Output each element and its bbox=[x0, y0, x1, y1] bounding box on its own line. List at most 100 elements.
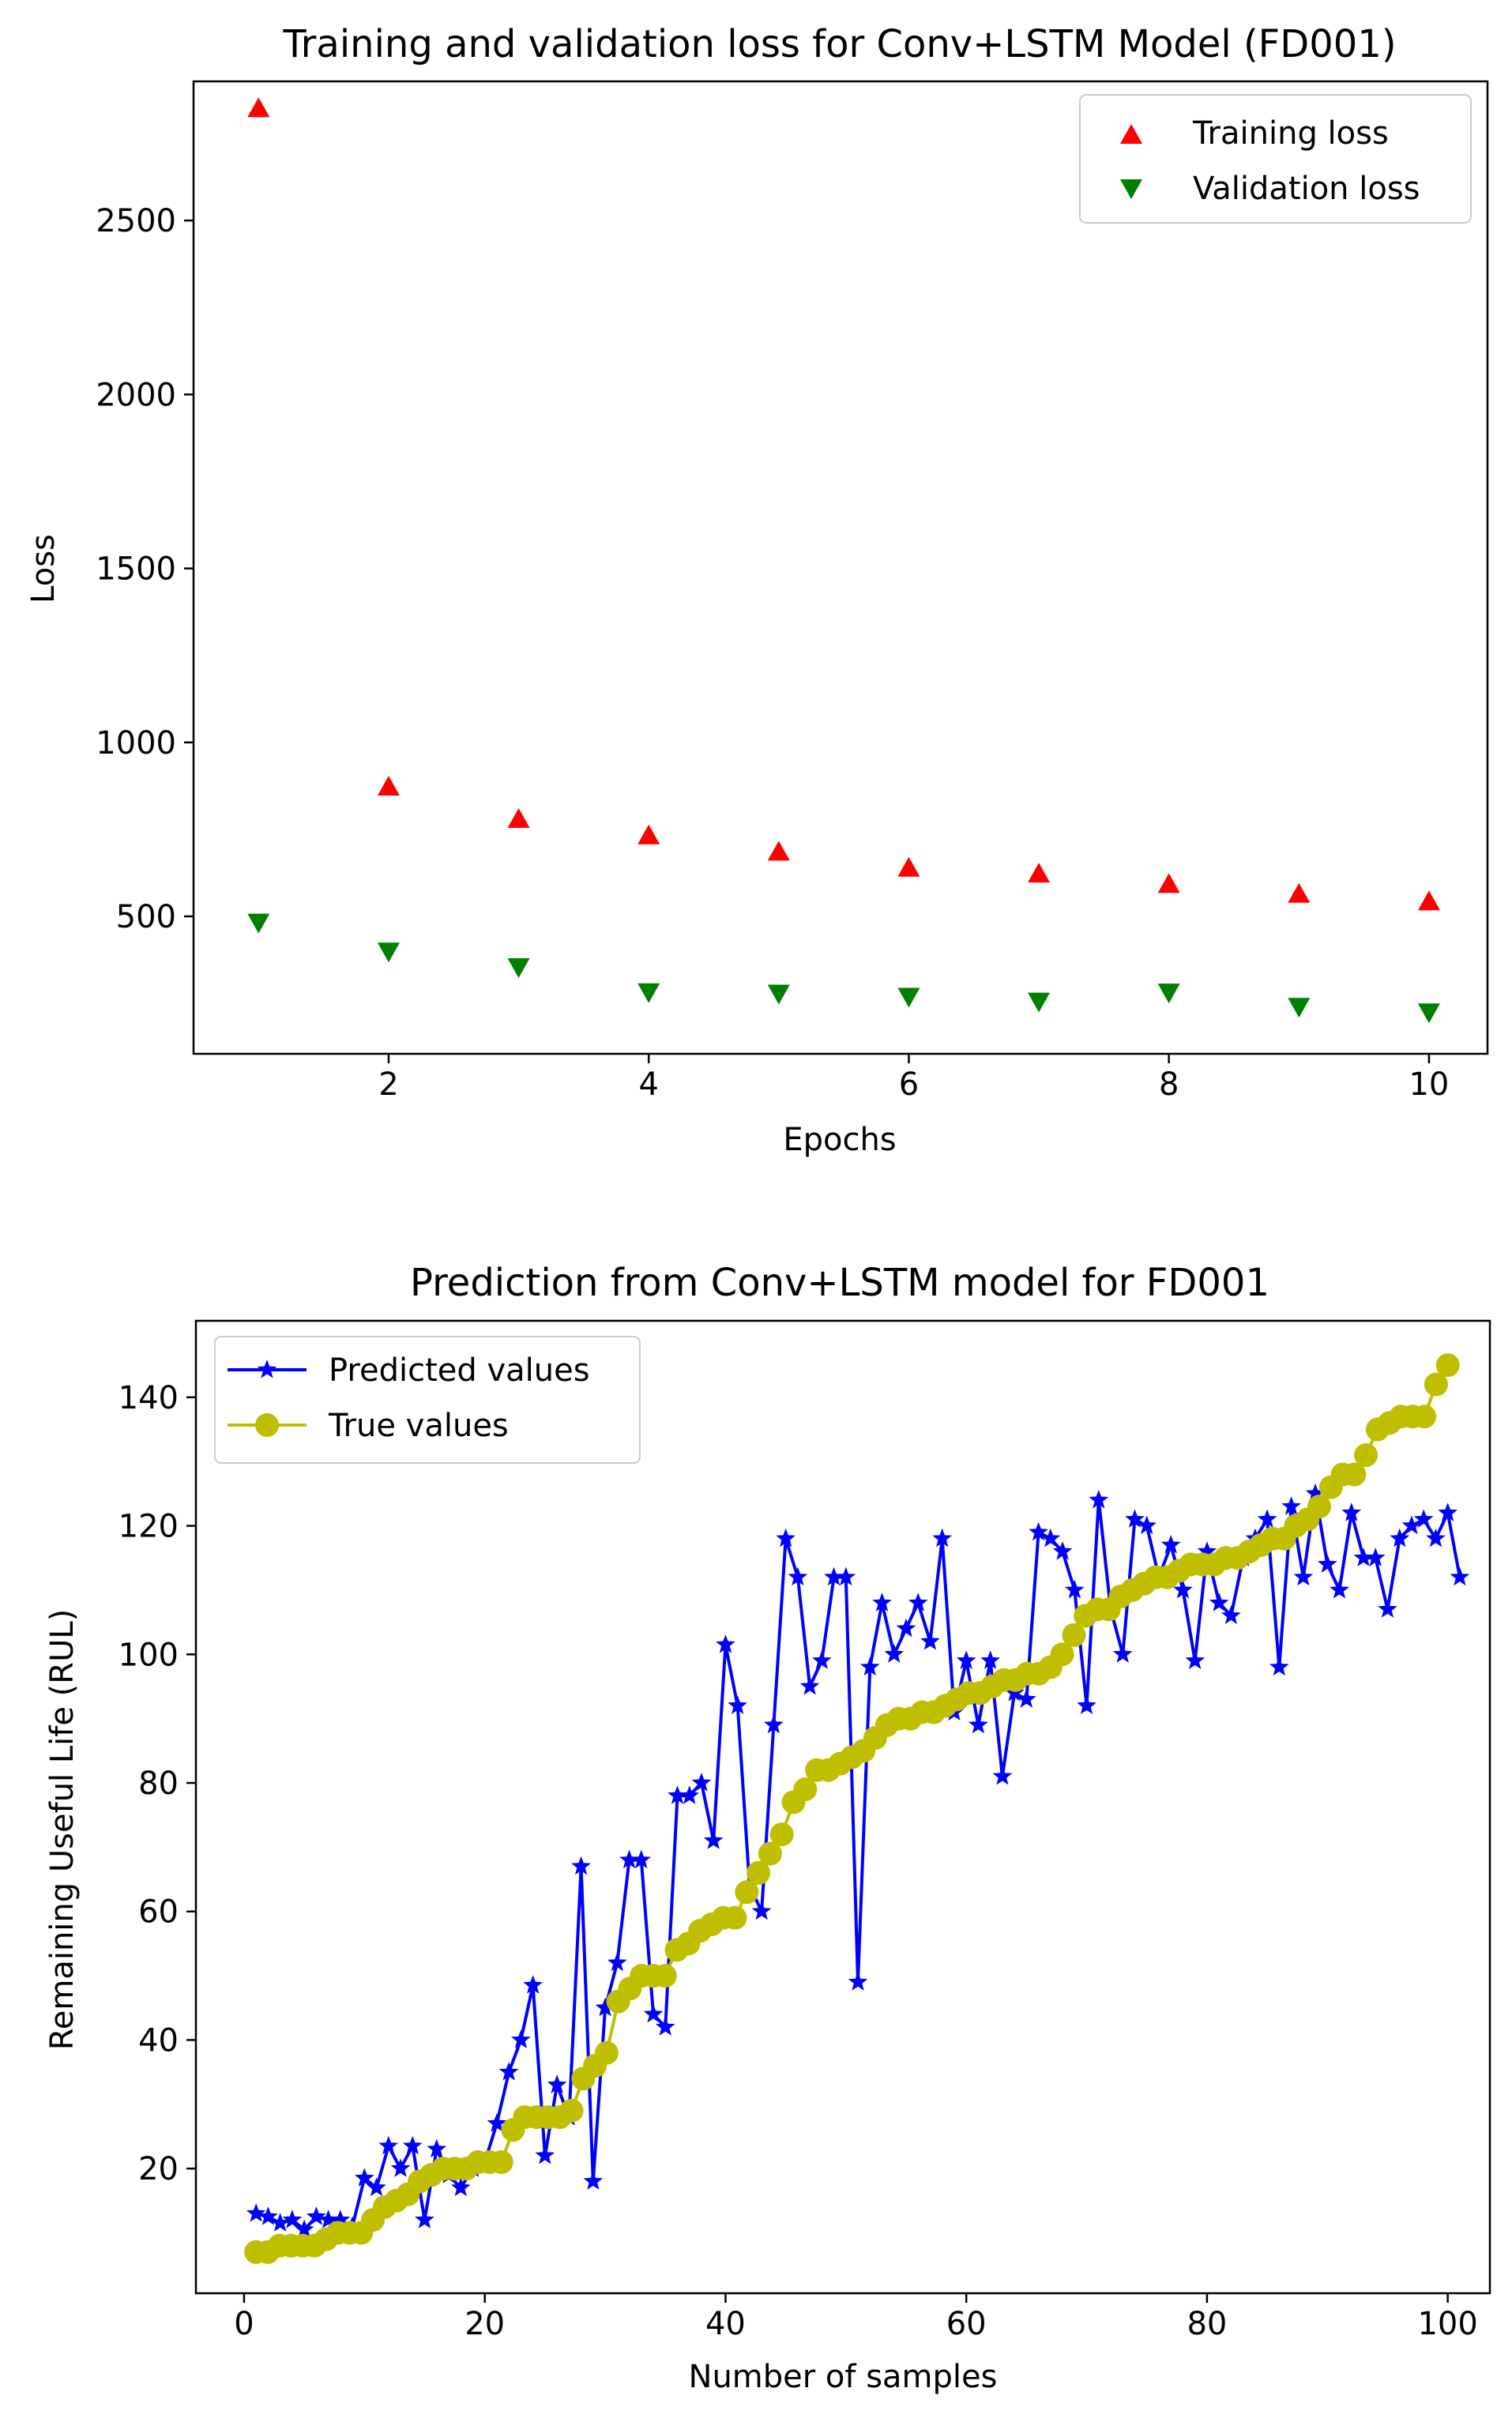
x-tick-label: 8 bbox=[1159, 1066, 1179, 1103]
x-tick-label: 80 bbox=[1187, 2306, 1227, 2342]
true-value-point bbox=[594, 2040, 619, 2065]
predicted-value-point bbox=[330, 2210, 351, 2228]
predicted-value-point bbox=[1221, 1605, 1241, 1624]
predicted-value-point bbox=[1040, 1528, 1061, 1548]
predicted-value-point bbox=[1390, 1528, 1410, 1548]
predicted-value-point bbox=[427, 2138, 447, 2158]
prediction-chart: Prediction from Conv+LSTM model for FD00… bbox=[44, 1261, 1491, 2395]
predicted-value-point bbox=[969, 1714, 988, 1734]
true-value-point bbox=[1342, 1462, 1367, 1487]
predicted-value-point bbox=[1257, 1509, 1277, 1528]
training-loss-point bbox=[897, 856, 920, 877]
predicted-value-point bbox=[1281, 1496, 1301, 1515]
predicted-value-point bbox=[1341, 1502, 1362, 1521]
y-tick-label: 40 bbox=[138, 2022, 179, 2059]
y-tick-label: 1000 bbox=[96, 725, 176, 762]
validation-loss-point bbox=[897, 987, 920, 1008]
predicted-value-point bbox=[631, 1849, 652, 1869]
validation-loss-point bbox=[638, 983, 660, 1003]
legend-label-predicted-values: Predicted values bbox=[329, 1352, 590, 1389]
prediction-chart-y-ticks: 20 40 60 80 100 120 140 bbox=[118, 1380, 196, 2187]
training-loss-point bbox=[377, 776, 400, 796]
x-tick-label: 6 bbox=[899, 1066, 919, 1103]
training-loss-point bbox=[767, 841, 790, 861]
y-tick-label: 500 bbox=[116, 899, 176, 935]
predicted-value-point bbox=[896, 1618, 916, 1638]
predicted-value-point bbox=[367, 2177, 386, 2197]
predicted-value-point bbox=[980, 1650, 1000, 1669]
predicted-value-point bbox=[583, 2171, 604, 2190]
predicted-value-point bbox=[1173, 1579, 1193, 1599]
y-tick-label: 60 bbox=[138, 1894, 179, 1931]
loss-chart-legend-box bbox=[1079, 94, 1472, 224]
predicted-value-point bbox=[728, 1695, 747, 1714]
prediction-chart-legend-box bbox=[214, 1336, 641, 1464]
predicted-value-point bbox=[1269, 1657, 1289, 1676]
prediction-chart-y-label: Remaining Useful Life (RUL) bbox=[44, 1609, 81, 2050]
true-value-point bbox=[1062, 1623, 1086, 1647]
loss-chart-y-ticks: 500 1000 1500 2000 2500 bbox=[96, 203, 194, 935]
legend-marker-predicted-values bbox=[228, 1360, 307, 1378]
x-tick-label: 60 bbox=[946, 2306, 987, 2342]
training-loss-point bbox=[1028, 863, 1051, 883]
true-value-point bbox=[723, 1905, 747, 1930]
training-loss-point bbox=[1157, 873, 1180, 893]
predicted-value-point bbox=[355, 2168, 374, 2187]
predicted-value-point bbox=[619, 1849, 639, 1869]
prediction-chart-x-ticks: 0 20 40 60 80 100 bbox=[234, 2293, 1478, 2342]
validation-loss-point bbox=[507, 958, 530, 979]
validation-loss-point bbox=[247, 913, 270, 934]
predicted-value-point bbox=[258, 2206, 278, 2225]
validation-loss-point bbox=[1157, 983, 1180, 1004]
predicted-value-point bbox=[523, 1975, 543, 1994]
predicted-value-point bbox=[1185, 1650, 1205, 1669]
validation-loss-point bbox=[377, 942, 400, 963]
true-value-point bbox=[758, 1841, 782, 1866]
predicted-value-point bbox=[595, 1997, 615, 2017]
training-loss-point bbox=[507, 808, 530, 829]
x-tick-label: 4 bbox=[638, 1066, 658, 1103]
prediction-chart-x-label: Number of samples bbox=[689, 2359, 998, 2395]
loss-chart-plot bbox=[247, 97, 1440, 1024]
loss-chart: Training and validation loss for Conv+LS… bbox=[25, 22, 1489, 1158]
y-tick-label: 2000 bbox=[96, 377, 176, 413]
legend-label-validation-loss: Validation loss bbox=[1193, 171, 1420, 207]
predicted-value-point bbox=[1137, 1515, 1157, 1535]
predicted-value-point bbox=[378, 2135, 399, 2155]
predicted-value-point bbox=[788, 1566, 808, 1586]
predicted-value-point bbox=[799, 1675, 820, 1695]
true-value-point bbox=[769, 1822, 794, 1847]
predicted-value-point bbox=[1365, 1548, 1386, 1566]
predicted-value-point bbox=[1065, 1579, 1085, 1599]
predicted-value-point bbox=[1426, 1528, 1446, 1548]
predicted-value-point bbox=[884, 1644, 905, 1663]
predicted-value-point bbox=[668, 1785, 687, 1804]
predicted-value-point bbox=[270, 2213, 290, 2232]
predicted-value-point bbox=[932, 1528, 953, 1548]
legend-marker-validation-loss bbox=[1120, 179, 1142, 199]
y-tick-label: 120 bbox=[118, 1509, 179, 1545]
predicted-value-point bbox=[859, 1657, 880, 1676]
predicted-value-point bbox=[318, 2210, 338, 2228]
predicted-value-point bbox=[824, 1566, 844, 1586]
predicted-value-point bbox=[751, 1901, 772, 1920]
predicted-value-point bbox=[1438, 1502, 1457, 1521]
x-tick-label: 0 bbox=[234, 2306, 254, 2342]
predicted-value-point bbox=[679, 1785, 700, 1804]
predicted-value-point bbox=[402, 2135, 423, 2155]
validation-loss-point bbox=[767, 984, 790, 1005]
legend-marker-training-loss bbox=[1120, 124, 1142, 144]
predicted-value-point bbox=[1004, 1683, 1025, 1702]
predicted-value-point bbox=[992, 1766, 1013, 1785]
prediction-chart-legend: Predicted values True values bbox=[214, 1336, 641, 1464]
predicted-value-point bbox=[1330, 1579, 1349, 1599]
predicted-value-point bbox=[246, 2203, 266, 2222]
predicted-value-point bbox=[511, 2029, 531, 2048]
predicted-value-point bbox=[836, 1566, 856, 1586]
predicted-value-point bbox=[1353, 1548, 1374, 1566]
predicted-value-point bbox=[294, 2219, 314, 2238]
y-tick-label: 20 bbox=[138, 2151, 179, 2187]
true-value-point bbox=[1307, 1495, 1331, 1519]
predicted-value-point bbox=[1112, 1644, 1133, 1663]
predicted-value-point bbox=[1089, 1490, 1109, 1509]
